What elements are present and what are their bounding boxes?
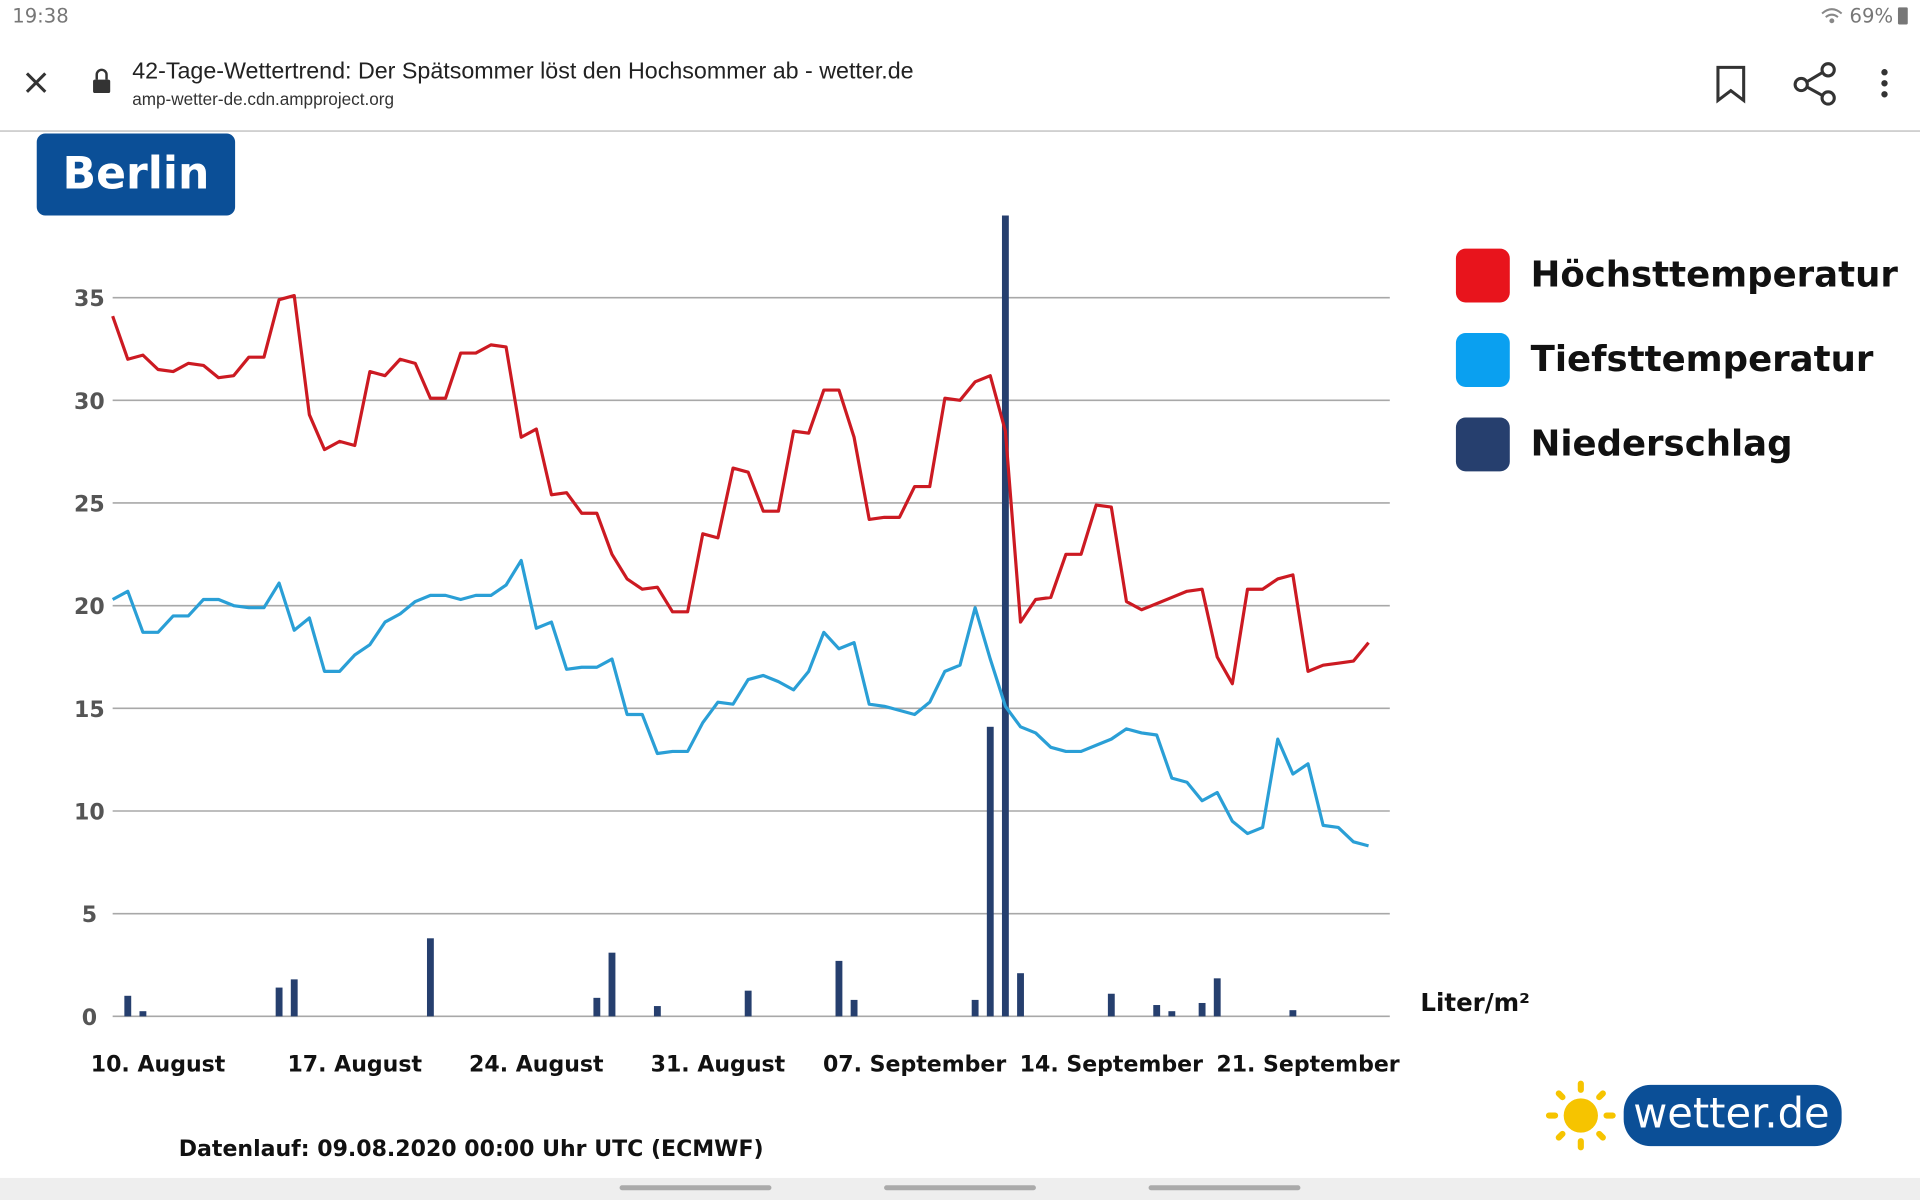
precipitation-bar — [1153, 1005, 1161, 1017]
nav-handle[interactable] — [1148, 1185, 1301, 1191]
legend-label: Tiefsttemperatur — [1531, 339, 1874, 380]
wifi-icon — [1821, 8, 1843, 24]
precipitation-bar — [608, 952, 616, 1017]
x-tick-label: 10. August — [91, 1052, 226, 1077]
nav-handle[interactable] — [619, 1185, 772, 1191]
precipitation-bar — [986, 726, 994, 1017]
temperature-line — [111, 293, 1370, 686]
y-tick-label: 5 — [82, 903, 97, 928]
x-tick-label: 21. September — [1216, 1052, 1399, 1077]
logo-box — [1623, 1084, 1842, 1147]
status-time: 19:38 — [12, 5, 68, 28]
precipitation-bar — [124, 995, 132, 1017]
close-button[interactable] — [25, 72, 47, 93]
precipitation-bar — [971, 999, 979, 1017]
share-button[interactable] — [1793, 62, 1836, 106]
legend-label: Höchsttemperatur — [1531, 255, 1899, 296]
precipitation-unit: Liter/m² — [1420, 988, 1530, 1017]
precipitation-bar — [1107, 993, 1115, 1017]
legend-swatch — [1455, 248, 1510, 303]
precipitation-bar — [850, 999, 858, 1017]
y-tick-label: 10 — [74, 800, 105, 825]
precipitation-bar — [1017, 973, 1024, 1017]
precipitation-bar — [593, 997, 601, 1017]
x-tick-label: 07. September — [823, 1052, 1006, 1077]
precipitation-bar — [1001, 215, 1009, 1017]
precipitation-bar — [1168, 1011, 1176, 1017]
page-url: amp-wetter-de.cdn.ampproject.org — [132, 89, 394, 109]
chart-title: Berlin — [63, 148, 210, 199]
y-tick-label: 0 — [82, 1006, 97, 1031]
y-tick-label: 25 — [74, 492, 105, 517]
precipitation-bar — [1198, 1002, 1206, 1017]
x-tick-label: 24. August — [469, 1052, 604, 1077]
precipitation-bar — [290, 979, 298, 1017]
precipitation-bar — [426, 938, 434, 1017]
plot: 0 5 10 15 20 25 30 35 10. August 17. August 24. Au… — [74, 215, 1899, 1077]
x-tick-label: 17. August — [287, 1052, 422, 1077]
battery-icon — [1897, 7, 1908, 25]
title-box — [36, 133, 236, 216]
logo-text: wetter.de — [1633, 1089, 1829, 1138]
y-tick-label: 20 — [74, 595, 105, 620]
precipitation-bar — [1213, 978, 1221, 1017]
precipitation-bar — [744, 990, 752, 1017]
legend-label: Niederschlag — [1531, 424, 1793, 465]
nav-handle[interactable] — [884, 1185, 1036, 1191]
y-tick-label: 15 — [74, 698, 105, 723]
footnote: Datenlauf: 09.08.2020 00:00 Uhr UTC (ECM… — [179, 1137, 764, 1162]
precipitation-bar — [1289, 1010, 1297, 1017]
precipitation-bar — [275, 987, 283, 1017]
x-tick-label: 31. August — [651, 1052, 786, 1077]
menu-button[interactable] — [1881, 69, 1888, 98]
lock-icon — [93, 68, 111, 94]
legend-swatch — [1455, 333, 1510, 387]
legend-swatch — [1455, 417, 1510, 472]
precipitation-bar — [835, 960, 843, 1017]
temperature-line — [111, 558, 1369, 848]
status-bar — [0, 0, 1920, 35]
y-tick-label: 35 — [74, 287, 105, 312]
y-tick-label: 30 — [74, 390, 105, 415]
precipitation-bar — [139, 1011, 147, 1017]
precipitation-bar — [653, 1006, 661, 1017]
battery-level: 69% — [1850, 5, 1894, 28]
bookmark-button[interactable] — [1716, 65, 1746, 104]
x-tick-label: 14. September — [1020, 1052, 1203, 1077]
logo-sun — [1545, 1080, 1616, 1151]
page-title: 42-Tage-Wettertrend: Der Spätsommer löst… — [132, 57, 913, 83]
